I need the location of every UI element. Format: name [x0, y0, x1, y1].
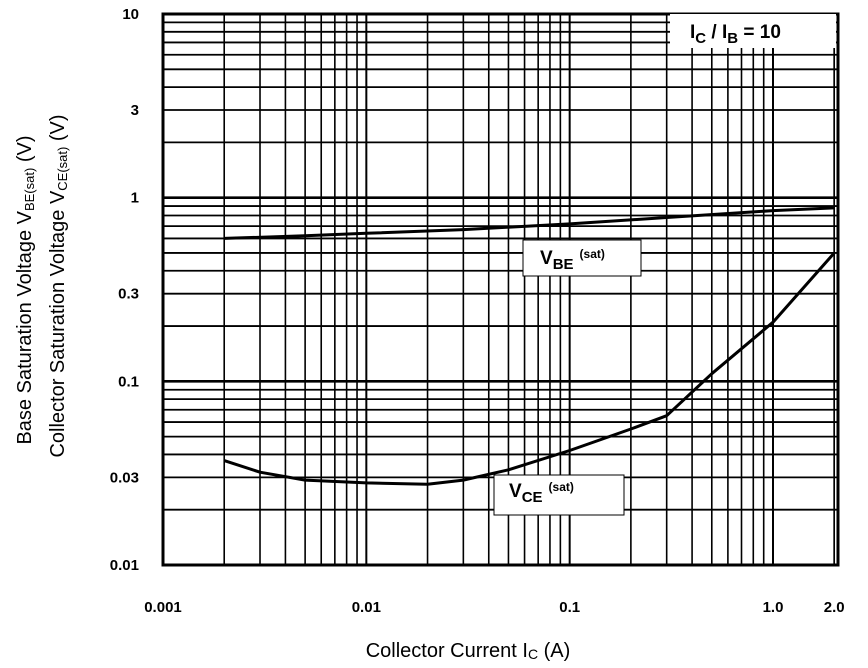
y-tick-label: 3	[131, 102, 139, 119]
y-tick-label: 0.3	[118, 286, 139, 303]
x-tick-label: 0.01	[352, 599, 381, 616]
vbe-sat-curve	[224, 206, 835, 240]
tick-labels: 0.001 0.01 0.1 1.0 2.0 0.01 0.03 0.1 0.3 1 3 10	[110, 6, 845, 616]
x-tick-label: 0.001	[144, 599, 182, 616]
x-tick-label: 1.0	[763, 599, 784, 616]
y-axis-title-base: Base Saturation Voltage VBE(sat) (V)	[14, 135, 37, 444]
y-tick-label: 0.03	[110, 469, 139, 486]
plot-frame	[161, 12, 840, 567]
vbe-label-box	[522, 239, 642, 277]
x-axis-title: Collector Current IC (A)	[366, 640, 571, 662]
grid-lines	[162, 12, 838, 567]
y-axis-title-collector: Collector Saturation Voltage VCE(sat) (V…	[47, 114, 70, 457]
vbe-series-label: VBE(sat)	[540, 247, 605, 273]
condition-box	[670, 14, 836, 48]
y-tick-label: 0.01	[110, 557, 139, 574]
x-tick-label: 2.0	[824, 599, 845, 616]
vce-label-box	[493, 474, 625, 516]
vce-series-label: VCE(sat)	[509, 480, 574, 506]
vce-sat-curve	[223, 252, 836, 486]
y-tick-label: 10	[122, 6, 139, 23]
x-tick-label: 0.1	[559, 599, 580, 616]
condition-label: IC / IB = 10	[690, 22, 781, 47]
series-lines	[223, 206, 836, 486]
y-tick-label: 1	[131, 190, 139, 207]
y-tick-label: 0.1	[118, 373, 139, 390]
